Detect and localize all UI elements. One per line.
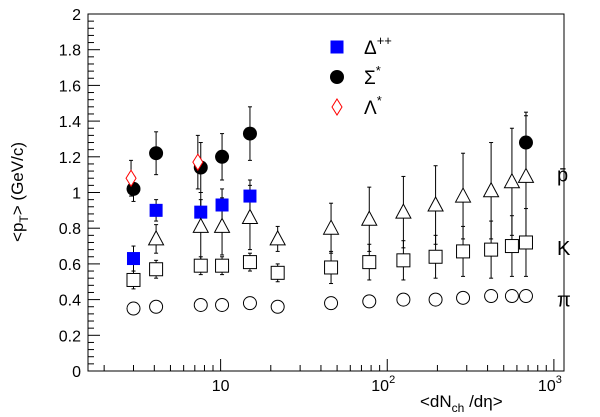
y-tick-label: 1.6 (59, 78, 81, 95)
error-bars-layer (129, 106, 528, 311)
markers-layer (125, 126, 535, 316)
pion-point (270, 299, 285, 314)
antiproton-point (517, 167, 535, 183)
legend-lambda-label: Λ* (364, 93, 382, 119)
pion-point (396, 292, 411, 307)
pion-point (324, 296, 339, 311)
antiproton-point (360, 210, 378, 226)
delta-point (215, 198, 229, 212)
legend-delta-label: Δ++ (364, 33, 392, 59)
side-label-2: π (557, 290, 571, 312)
antiproton-point (213, 217, 231, 233)
x-tick-label: 102 (371, 374, 395, 395)
lambda-point (125, 169, 137, 188)
kaon-point (149, 262, 164, 277)
legend-delta-marker (330, 40, 344, 54)
y-tick-label: 0.8 (59, 221, 81, 238)
sigma-point (126, 181, 141, 196)
kaon-point (242, 255, 257, 270)
side-label-0: p̄ (557, 165, 568, 187)
y-tick-label: 0.6 (59, 257, 81, 274)
antiproton-point (454, 187, 472, 203)
y-axis-title: <pT> (GeV/c) (8, 142, 31, 242)
pion-point (193, 297, 208, 312)
kaon-point (324, 260, 339, 275)
sigma-point (518, 135, 533, 150)
y-tick-label: 0 (72, 364, 81, 381)
x-axis-title: <dNch /dη> (420, 392, 503, 415)
kaon-point (215, 258, 230, 273)
legend: Δ++ Σ* Λ* (330, 33, 392, 119)
delta-point (149, 203, 163, 217)
pion-point (149, 299, 164, 314)
kaon-point (484, 242, 499, 257)
y-tick-label: 1 (72, 186, 81, 203)
pion-point (242, 296, 257, 311)
sigma-point (149, 146, 164, 161)
legend-sigma-label: Σ* (364, 63, 381, 89)
pion-point (504, 289, 519, 304)
y-tick-label: 1.8 (59, 43, 81, 60)
kaon-point (362, 255, 377, 270)
x-tick-label: 10 (212, 378, 230, 395)
antiproton-point (241, 208, 259, 224)
side-labels: p̄ Kπ (557, 165, 571, 312)
lambda-point (192, 153, 204, 172)
antiproton-point (395, 203, 412, 219)
side-label-1: K (557, 238, 571, 260)
kaon-point (518, 235, 533, 250)
kaon-point (193, 258, 208, 273)
antiproton-point (192, 217, 210, 233)
y-tick-label: 1.4 (59, 114, 81, 131)
pion-point (362, 294, 377, 309)
delta-point (194, 205, 208, 219)
y-tick-label: 1.2 (59, 150, 81, 167)
pion-point (456, 290, 471, 305)
pion-point (428, 292, 443, 307)
sigma-point (242, 126, 257, 141)
delta-point (243, 189, 257, 203)
pion-point (484, 289, 499, 304)
legend-sigma-marker (330, 70, 344, 84)
antiproton-point (147, 229, 165, 246)
y-tick-label: 0.2 (59, 328, 81, 345)
pion-point (215, 297, 230, 312)
sigma-point (215, 149, 230, 164)
x-tick-label: 103 (538, 374, 562, 395)
antiproton-point (482, 181, 500, 198)
kaon-point (428, 249, 443, 264)
y-tick-label: 2 (72, 7, 81, 24)
legend-lambda-marker (331, 98, 343, 116)
antiproton-point (322, 219, 340, 235)
pion-point (518, 289, 533, 304)
antiproton-point (503, 172, 521, 189)
kaon-point (126, 272, 141, 287)
kaon-point (270, 265, 285, 280)
delta-point (126, 252, 140, 266)
y-tick-label: 0.4 (59, 293, 81, 310)
kaon-point (456, 244, 471, 259)
kaon-point (504, 239, 519, 254)
axes-layer: 0 0.2 0.4 0.6 0.8 1 1.2 1.4 1.6 1.8 2 10 102 103 (59, 7, 562, 395)
antiproton-point (269, 229, 287, 246)
antiproton-point (427, 195, 444, 212)
pion-point (126, 301, 141, 316)
kaon-point (396, 253, 411, 268)
